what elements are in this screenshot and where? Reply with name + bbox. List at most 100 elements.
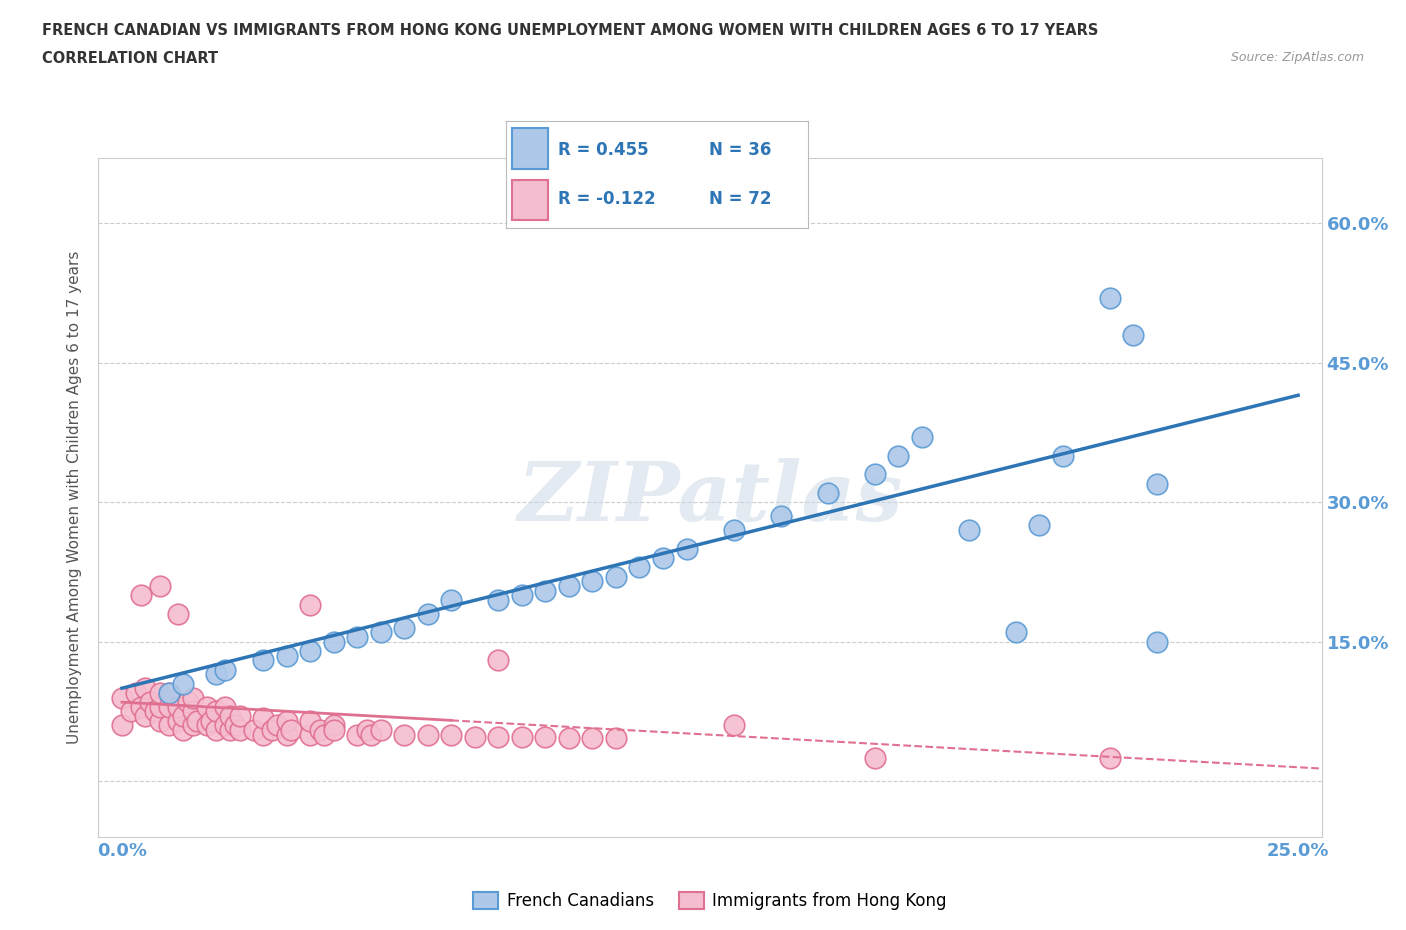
Point bbox=[205, 704, 228, 719]
Point bbox=[172, 709, 194, 724]
Point bbox=[346, 727, 368, 742]
Text: ZIPatlas: ZIPatlas bbox=[517, 458, 903, 538]
Point bbox=[957, 523, 980, 538]
Point bbox=[219, 709, 242, 724]
Point bbox=[863, 467, 886, 482]
Point bbox=[346, 630, 368, 644]
Point bbox=[134, 709, 156, 724]
Point bbox=[214, 718, 236, 733]
Text: N = 36: N = 36 bbox=[709, 140, 770, 159]
Point bbox=[242, 723, 264, 737]
Point bbox=[120, 704, 142, 719]
Point bbox=[652, 551, 675, 565]
Point bbox=[134, 681, 156, 696]
Point bbox=[200, 713, 222, 728]
Point bbox=[167, 606, 190, 621]
Point bbox=[219, 723, 242, 737]
Point bbox=[195, 718, 218, 733]
Point bbox=[581, 574, 603, 589]
Point bbox=[534, 583, 557, 598]
Point bbox=[149, 685, 172, 700]
Point bbox=[1146, 634, 1168, 649]
Point bbox=[534, 729, 557, 744]
Point bbox=[440, 592, 463, 607]
Point bbox=[266, 718, 288, 733]
Point bbox=[1004, 625, 1026, 640]
Point bbox=[276, 713, 298, 728]
Point bbox=[280, 723, 302, 737]
Point bbox=[1052, 448, 1074, 463]
Point bbox=[111, 718, 134, 733]
Point bbox=[262, 723, 284, 737]
Point bbox=[299, 713, 322, 728]
Point bbox=[149, 713, 172, 728]
Point bbox=[314, 727, 336, 742]
Point bbox=[1098, 751, 1121, 765]
Point bbox=[1146, 476, 1168, 491]
Point bbox=[181, 704, 204, 719]
Point bbox=[510, 588, 533, 603]
Legend: French Canadians, Immigrants from Hong Kong: French Canadians, Immigrants from Hong K… bbox=[467, 885, 953, 917]
Point bbox=[252, 727, 274, 742]
Point bbox=[322, 723, 344, 737]
Point bbox=[129, 588, 152, 603]
Point bbox=[299, 727, 322, 742]
Bar bbox=[512, 179, 548, 220]
Point bbox=[228, 723, 250, 737]
Y-axis label: Unemployment Among Women with Children Ages 6 to 17 years: Unemployment Among Women with Children A… bbox=[67, 251, 83, 744]
Point bbox=[157, 685, 180, 700]
Point bbox=[558, 578, 581, 593]
Point bbox=[1098, 290, 1121, 305]
Point bbox=[149, 699, 172, 714]
Point bbox=[214, 699, 236, 714]
Point bbox=[299, 597, 322, 612]
Point bbox=[224, 718, 246, 733]
Point bbox=[360, 727, 382, 742]
Text: R = 0.455: R = 0.455 bbox=[558, 140, 648, 159]
Point bbox=[510, 729, 533, 744]
Point bbox=[605, 731, 627, 746]
Point bbox=[723, 718, 745, 733]
Point bbox=[172, 723, 194, 737]
Point bbox=[486, 653, 509, 668]
Text: Source: ZipAtlas.com: Source: ZipAtlas.com bbox=[1230, 51, 1364, 64]
Point bbox=[370, 723, 392, 737]
Point bbox=[392, 727, 416, 742]
Point bbox=[195, 699, 218, 714]
Point bbox=[143, 704, 166, 719]
Point bbox=[370, 625, 392, 640]
Point bbox=[416, 727, 439, 742]
Bar bbox=[512, 128, 548, 169]
Point bbox=[149, 578, 172, 593]
Point bbox=[308, 723, 330, 737]
Point bbox=[252, 653, 274, 668]
Point bbox=[181, 690, 204, 705]
Point bbox=[605, 569, 627, 584]
Point bbox=[392, 620, 416, 635]
Point bbox=[186, 713, 208, 728]
Point bbox=[769, 509, 792, 524]
Point bbox=[581, 731, 603, 746]
Text: CORRELATION CHART: CORRELATION CHART bbox=[42, 51, 218, 66]
Point bbox=[276, 727, 298, 742]
Point bbox=[911, 430, 934, 445]
Point bbox=[416, 606, 439, 621]
Point bbox=[157, 699, 180, 714]
Point bbox=[887, 448, 910, 463]
Point bbox=[167, 699, 190, 714]
Point bbox=[464, 729, 486, 744]
Point bbox=[440, 727, 463, 742]
Point bbox=[214, 662, 236, 677]
Point bbox=[177, 695, 200, 710]
Point bbox=[486, 592, 509, 607]
Point bbox=[356, 723, 378, 737]
Point bbox=[172, 676, 194, 691]
Point bbox=[205, 667, 228, 682]
Text: R = -0.122: R = -0.122 bbox=[558, 190, 655, 208]
Point bbox=[486, 729, 509, 744]
Point bbox=[157, 718, 180, 733]
Point bbox=[181, 718, 204, 733]
Point bbox=[1028, 518, 1050, 533]
Point bbox=[322, 718, 344, 733]
Text: N = 72: N = 72 bbox=[709, 190, 772, 208]
